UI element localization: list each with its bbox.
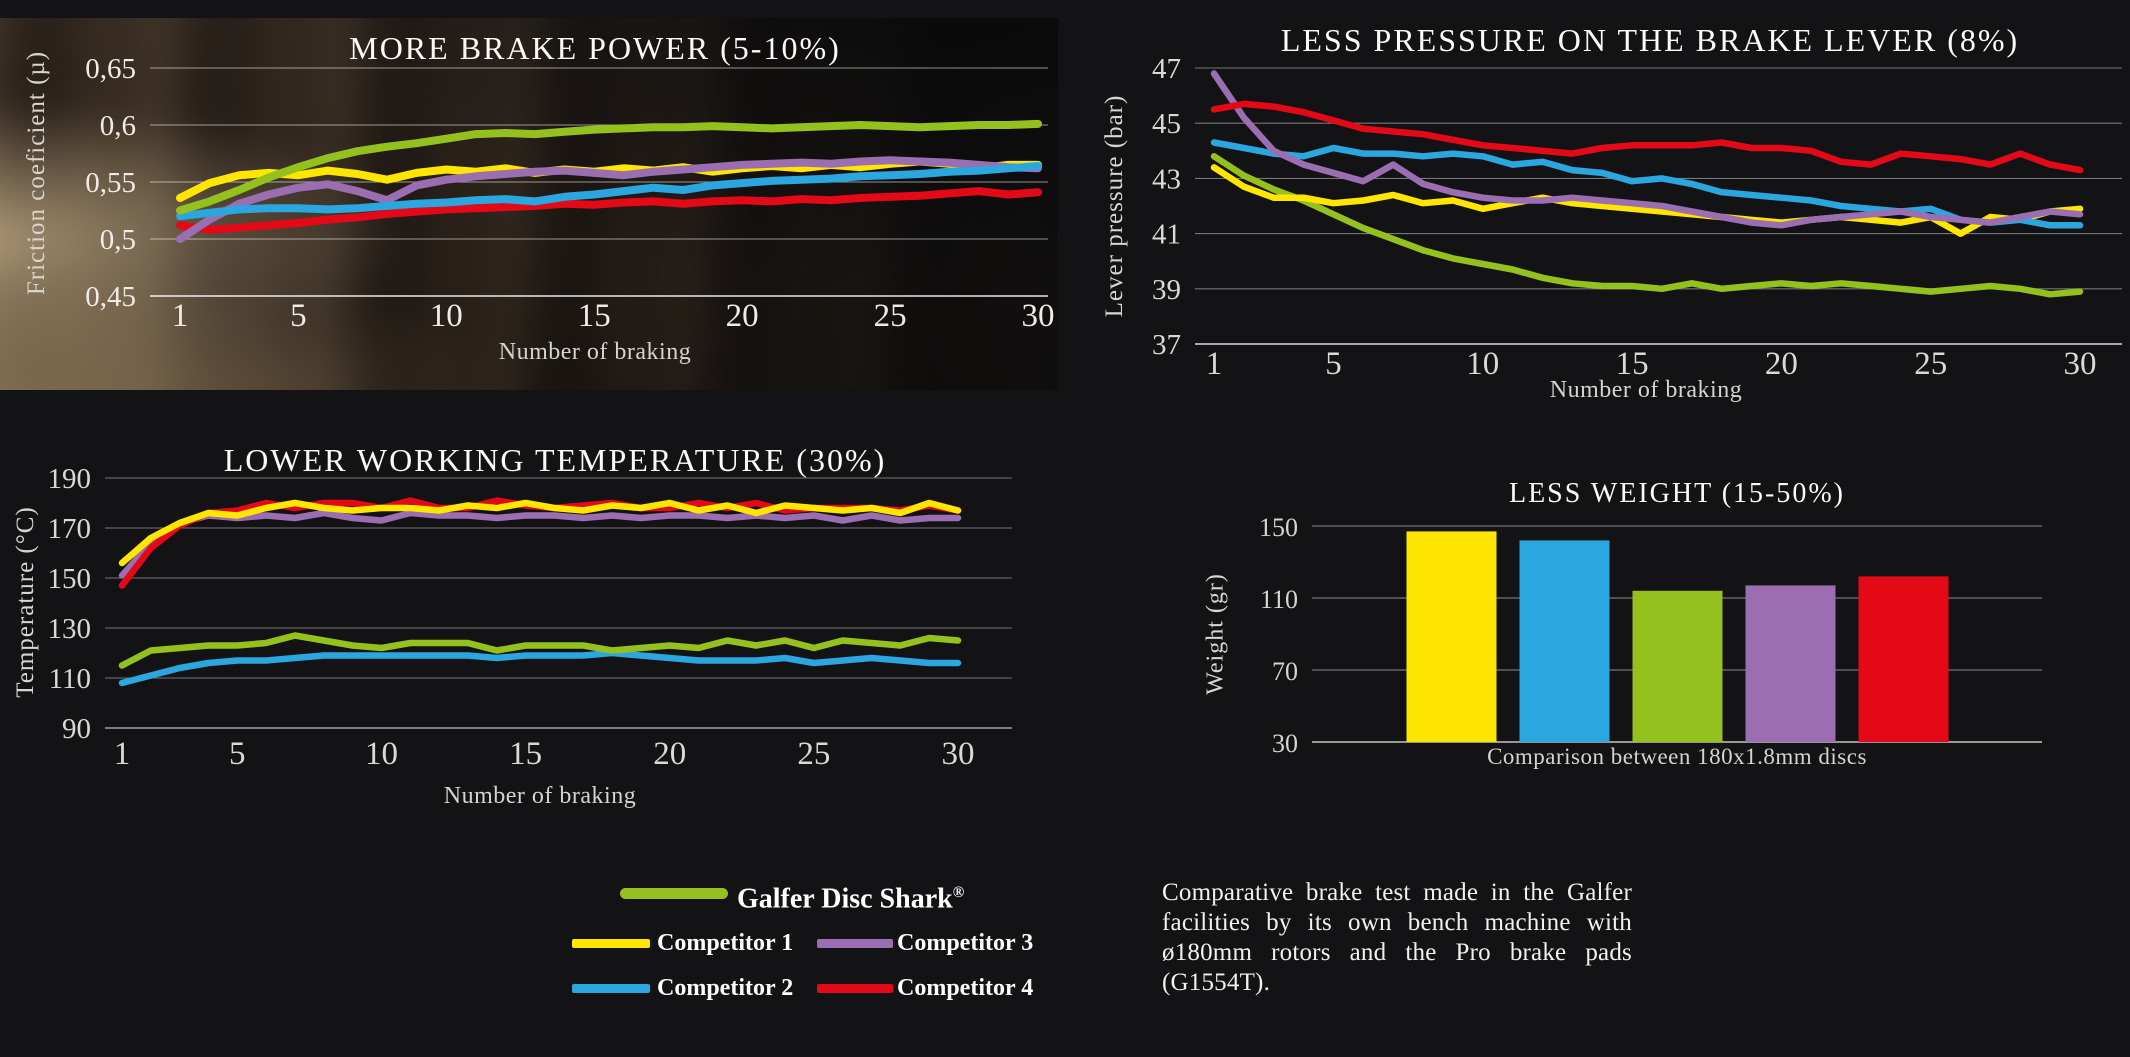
svg-text:1: 1 (114, 736, 131, 772)
svg-text:25: 25 (797, 736, 830, 772)
svg-text:110: 110 (1260, 585, 1298, 614)
weight-chart: LESS WEIGHT (15-50%) Weight (gr) 150 110 7… (1150, 462, 2110, 792)
temperature-chart: LOWER WORKING TEMPERATURE (30%) Temperat… (0, 430, 1050, 830)
svg-text:30: 30 (1022, 298, 1055, 334)
svg-text:37: 37 (1152, 329, 1181, 361)
svg-text:45: 45 (1152, 108, 1181, 140)
svg-text:15: 15 (509, 736, 542, 772)
svg-text:130: 130 (48, 613, 92, 645)
temperature-title: LOWER WORKING TEMPERATURE (30%) (223, 442, 887, 478)
svg-text:10: 10 (430, 298, 463, 334)
svg-text:43: 43 (1152, 163, 1181, 195)
svg-text:150: 150 (1259, 513, 1298, 542)
svg-text:1: 1 (1206, 346, 1223, 382)
svg-text:30: 30 (942, 736, 975, 772)
competitor4-swatch (817, 984, 893, 993)
brake-power-title: MORE BRAKE POWER (5-10%) (349, 30, 841, 66)
svg-text:30: 30 (1272, 729, 1298, 758)
competitor1-legend-label: Competitor 1 (657, 930, 794, 956)
competitor3-legend-label: Competitor 3 (897, 930, 1034, 956)
competitor2-legend-label: Competitor 2 (657, 975, 794, 1001)
competitor1-swatch (572, 939, 650, 948)
svg-text:25: 25 (874, 298, 907, 334)
svg-text:10: 10 (1466, 346, 1499, 382)
svg-text:1: 1 (172, 298, 189, 334)
competitor4-legend-label: Competitor 4 (897, 975, 1034, 1001)
svg-text:110: 110 (49, 663, 91, 695)
svg-text:15: 15 (578, 298, 611, 334)
brake-power-chart: MORE BRAKE POWER (5-10%) Friction coefic… (0, 18, 1058, 390)
svg-text:150: 150 (48, 563, 92, 595)
svg-text:20: 20 (1765, 346, 1798, 382)
svg-text:47: 47 (1152, 53, 1181, 85)
svg-text:5: 5 (290, 298, 307, 334)
weight-title: LESS WEIGHT (15-50%) (1508, 478, 1846, 509)
temperature-x-axis-label: Number of braking (443, 783, 637, 809)
test-note: Comparative brake test made in the Galfe… (1162, 879, 1632, 996)
svg-text:20: 20 (726, 298, 759, 334)
svg-text:0,55: 0,55 (85, 167, 136, 199)
svg-text:15: 15 (1616, 346, 1649, 382)
weight-plot: 150 110 70 30 (1259, 513, 2042, 758)
svg-text:5: 5 (229, 736, 246, 772)
svg-text:0,6: 0,6 (100, 110, 136, 142)
competitor3-swatch (817, 939, 893, 948)
svg-text:70: 70 (1272, 657, 1298, 686)
brake-power-plot: 0,650,60,550,50,451 5 10 15 20 25 30 (85, 53, 1055, 334)
svg-text:0,5: 0,5 (100, 224, 136, 256)
svg-text:30: 30 (2064, 346, 2097, 382)
svg-text:170: 170 (48, 513, 92, 545)
svg-text:39: 39 (1152, 274, 1181, 306)
lever-pressure-title: LESS PRESSURE ON THE BRAKE LEVER (8%) (1280, 22, 2020, 58)
legend: Galfer Disc Shark® Competitor 1 Competit… (560, 860, 1090, 1020)
svg-text:41: 41 (1152, 219, 1181, 251)
galfer-legend-label: Galfer Disc Shark® (737, 883, 965, 915)
registered-mark: ® (952, 884, 965, 901)
svg-text:190: 190 (48, 463, 92, 495)
svg-text:5: 5 (1325, 346, 1342, 382)
galfer-swatch (620, 888, 728, 899)
lever-pressure-chart: LESS PRESSURE ON THE BRAKE LEVER (8%) Le… (1100, 10, 2130, 412)
svg-text:25: 25 (1914, 346, 1947, 382)
svg-text:10: 10 (365, 736, 398, 772)
brake-power-x-axis-label: Number of braking (498, 339, 692, 365)
svg-text:0,45: 0,45 (85, 281, 136, 313)
competitor2-swatch (572, 984, 650, 993)
svg-text:20: 20 (653, 736, 686, 772)
lever-pressure-x-axis-label: Number of braking (1549, 377, 1743, 403)
svg-text:0,65: 0,65 (85, 53, 136, 85)
svg-text:90: 90 (62, 713, 91, 745)
weight-caption: Comparison between 180x1.8mm discs (1487, 744, 1867, 769)
